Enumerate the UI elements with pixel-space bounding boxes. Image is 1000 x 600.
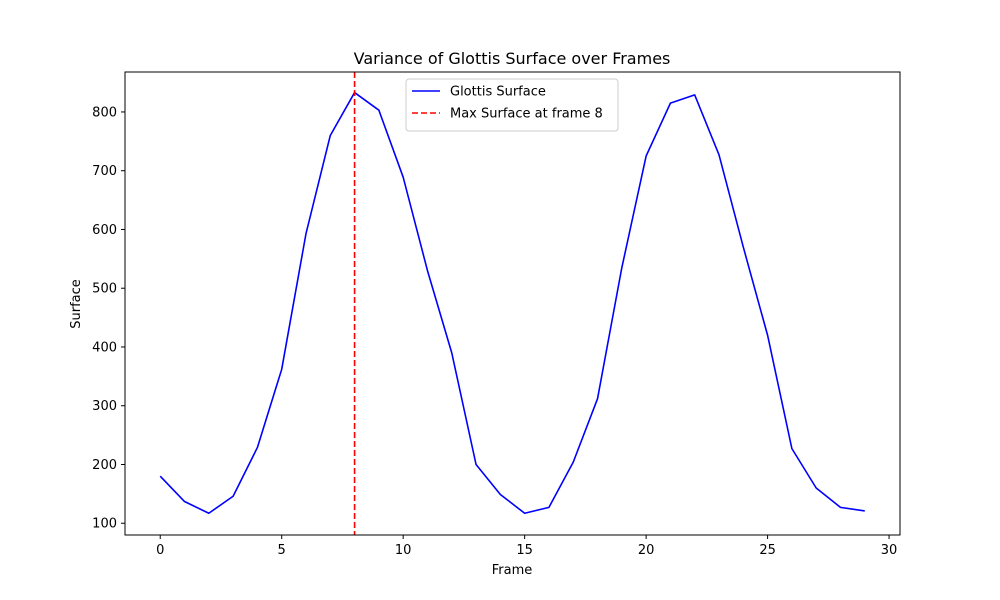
legend: Glottis Surface Max Surface at frame 8 [405, 78, 619, 132]
legend-box [405, 78, 619, 132]
x-tick-label-20: 20 [638, 543, 655, 558]
plot-area: 0 5 10 15 20 25 30 100 200 300 400 500 600 700 800 Glot… [92, 71, 901, 558]
x-tick-label-10: 10 [395, 543, 412, 558]
x-tick-label-5: 5 [278, 543, 286, 558]
y-tick-label-500: 500 [92, 282, 117, 297]
y-tick-label-300: 300 [92, 399, 117, 414]
x-tick-label-25: 25 [759, 543, 776, 558]
legend-label-2: Max Surface at frame 8 [450, 107, 603, 122]
y-tick-label-600: 600 [92, 223, 117, 238]
y-tick-label-200: 200 [92, 458, 117, 473]
x-axis-label: Frame [492, 563, 533, 578]
y-tick-label-800: 800 [92, 105, 117, 120]
x-tick-label-30: 30 [881, 543, 898, 558]
series-line-1 [159, 91, 865, 515]
x-tick-label-0: 0 [156, 543, 164, 558]
chart-title: Variance of Glottis Surface over Frames [354, 49, 671, 68]
legend-label-1: Glottis Surface [450, 85, 546, 100]
y-tick-label-100: 100 [92, 517, 117, 532]
plot-frame [124, 71, 901, 536]
x-tick-label-15: 15 [516, 543, 533, 558]
y-tick-label-700: 700 [92, 164, 117, 179]
y-tick-label-400: 400 [92, 340, 117, 355]
y-axis-label: Surface [69, 279, 84, 329]
